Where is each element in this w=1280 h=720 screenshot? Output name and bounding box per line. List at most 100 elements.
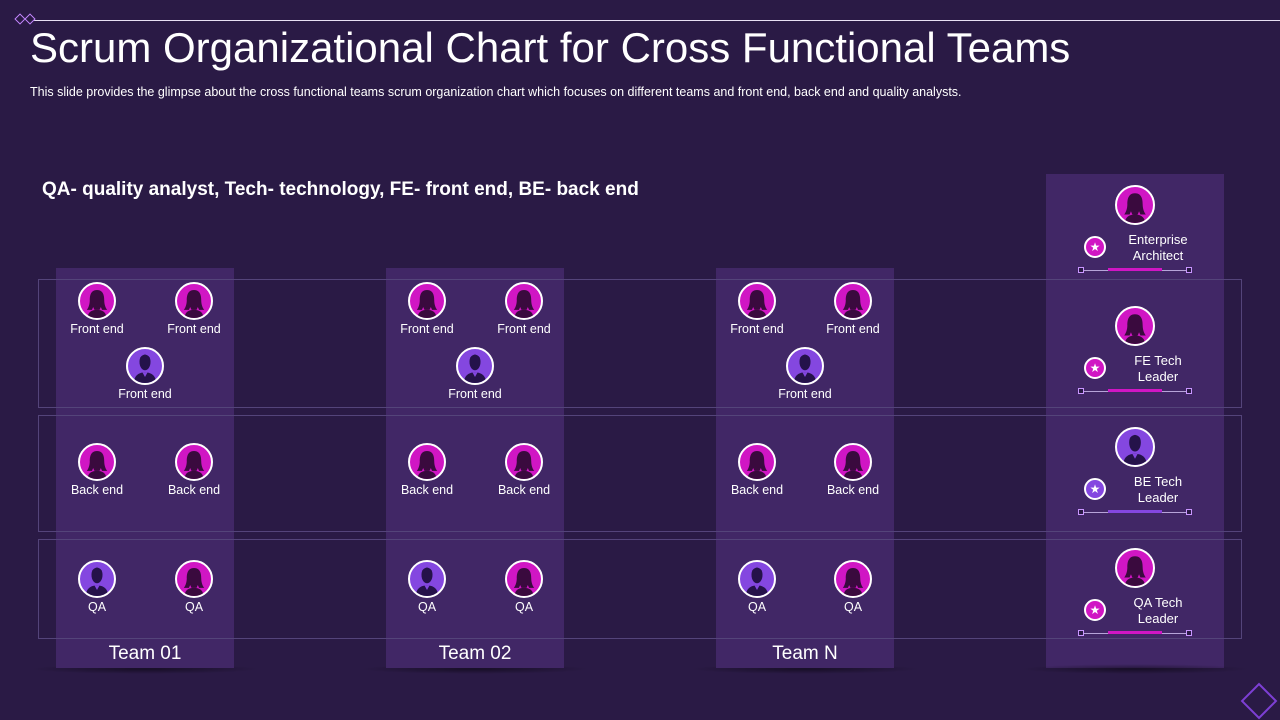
member-role: Front end xyxy=(400,322,454,336)
leader-line-dot xyxy=(1186,630,1192,636)
team-member-front-end: Front end xyxy=(47,282,147,337)
leader-be-tech: ★ BE Tech Leader xyxy=(1046,427,1224,517)
leader-accent-bar xyxy=(1108,389,1162,392)
member-role: Front end xyxy=(497,322,551,336)
diamond-icon xyxy=(24,13,36,25)
column-shadow xyxy=(30,664,260,674)
leader-line-dot xyxy=(1186,388,1192,394)
team-member-qa: QA xyxy=(47,560,147,615)
member-role: Front end xyxy=(448,387,502,401)
female-avatar-icon xyxy=(1115,185,1155,225)
leader-accent-bar xyxy=(1108,631,1162,634)
female-avatar-icon xyxy=(1115,306,1155,346)
star-icon: ★ xyxy=(1084,478,1106,500)
leader-qa-tech: ★ QA Tech Leader xyxy=(1046,548,1224,638)
column-shadow xyxy=(1020,664,1250,674)
female-avatar-icon xyxy=(834,282,872,320)
page-title: Scrum Organizational Chart for Cross Fun… xyxy=(30,24,1071,71)
male-avatar-icon xyxy=(786,347,824,385)
abbreviation-legend: QA- quality analyst, Tech- technology, F… xyxy=(42,179,639,200)
female-avatar-icon xyxy=(175,443,213,481)
female-avatar-icon xyxy=(408,443,446,481)
star-icon: ★ xyxy=(1084,599,1106,621)
team-member-qa: QA xyxy=(474,560,574,615)
leader-accent-bar xyxy=(1108,268,1162,271)
leader-title-line2: Leader xyxy=(1137,369,1179,384)
female-avatar-icon xyxy=(408,282,446,320)
team-label: Team 02 xyxy=(438,643,512,664)
member-role: QA xyxy=(514,600,534,614)
front-end-row xyxy=(38,279,1242,408)
leader-line-dot xyxy=(1078,388,1084,394)
leader-enterprise-architect: ★ Enterprise Architect xyxy=(1046,185,1224,275)
team-label: Team N xyxy=(772,643,838,664)
female-avatar-icon xyxy=(175,282,213,320)
diamond-corner-icon xyxy=(1240,682,1278,720)
leader-title-line2: Leader xyxy=(1137,611,1179,626)
female-avatar-icon xyxy=(78,443,116,481)
page-subtitle: This slide provides the glimpse about th… xyxy=(30,85,962,99)
team-member-qa: QA xyxy=(707,560,807,615)
team-member-back-end: Back end xyxy=(47,443,147,498)
team-member-front-end: Front end xyxy=(377,282,477,337)
female-avatar-icon xyxy=(738,282,776,320)
team-member-front-end: Front end xyxy=(474,282,574,337)
leader-title: FE Tech Leader xyxy=(1106,353,1210,385)
member-role: Front end xyxy=(826,322,880,336)
team-label: Team 01 xyxy=(108,643,182,664)
team-member-front-end: Front end xyxy=(144,282,244,337)
female-avatar-icon xyxy=(834,560,872,598)
member-role: QA xyxy=(747,600,767,614)
back-end-row xyxy=(38,415,1242,532)
team-member-front-end: Front end xyxy=(755,347,855,402)
member-role: Front end xyxy=(778,387,832,401)
female-avatar-icon xyxy=(505,443,543,481)
team-member-qa: QA xyxy=(144,560,244,615)
column-shadow xyxy=(690,664,920,674)
female-avatar-icon xyxy=(1115,548,1155,588)
leader-title-line1: BE Tech xyxy=(1133,474,1183,489)
team-member-back-end: Back end xyxy=(707,443,807,498)
member-role: Back end xyxy=(400,483,454,497)
female-avatar-icon xyxy=(505,560,543,598)
team-member-front-end: Front end xyxy=(803,282,903,337)
leader-line-dot xyxy=(1078,267,1084,273)
team-member-back-end: Back end xyxy=(377,443,477,498)
leader-title: QA Tech Leader xyxy=(1106,595,1210,627)
female-avatar-icon xyxy=(505,282,543,320)
member-role: Front end xyxy=(730,322,784,336)
male-avatar-icon xyxy=(1115,427,1155,467)
star-icon: ★ xyxy=(1084,357,1106,379)
team-member-back-end: Back end xyxy=(474,443,574,498)
team-member-back-end: Back end xyxy=(144,443,244,498)
male-avatar-icon xyxy=(456,347,494,385)
team-member-qa: QA xyxy=(377,560,477,615)
leader-line-dot xyxy=(1078,630,1084,636)
member-role: Front end xyxy=(70,322,124,336)
team-member-front-end: Front end xyxy=(425,347,525,402)
male-avatar-icon xyxy=(78,560,116,598)
member-role: Front end xyxy=(167,322,221,336)
member-role: QA xyxy=(417,600,437,614)
female-avatar-icon xyxy=(834,443,872,481)
male-avatar-icon xyxy=(408,560,446,598)
header-rule xyxy=(30,20,1280,21)
leader-title: Enterprise Architect xyxy=(1106,232,1210,264)
star-icon: ★ xyxy=(1084,236,1106,258)
team-member-back-end: Back end xyxy=(803,443,903,498)
member-role: Back end xyxy=(70,483,124,497)
member-role: QA xyxy=(184,600,204,614)
leader-accent-bar xyxy=(1108,510,1162,513)
team-member-front-end: Front end xyxy=(707,282,807,337)
leader-title-line2: Leader xyxy=(1137,490,1179,505)
leader-line-dot xyxy=(1078,509,1084,515)
member-role: Back end xyxy=(167,483,221,497)
leader-line-dot xyxy=(1186,509,1192,515)
member-role: Back end xyxy=(826,483,880,497)
female-avatar-icon xyxy=(175,560,213,598)
member-role: QA xyxy=(843,600,863,614)
leader-title-line1: FE Tech xyxy=(1134,353,1182,368)
leader-fe-tech: ★ FE Tech Leader xyxy=(1046,306,1224,396)
female-avatar-icon xyxy=(738,443,776,481)
team-member-front-end: Front end xyxy=(95,347,195,402)
